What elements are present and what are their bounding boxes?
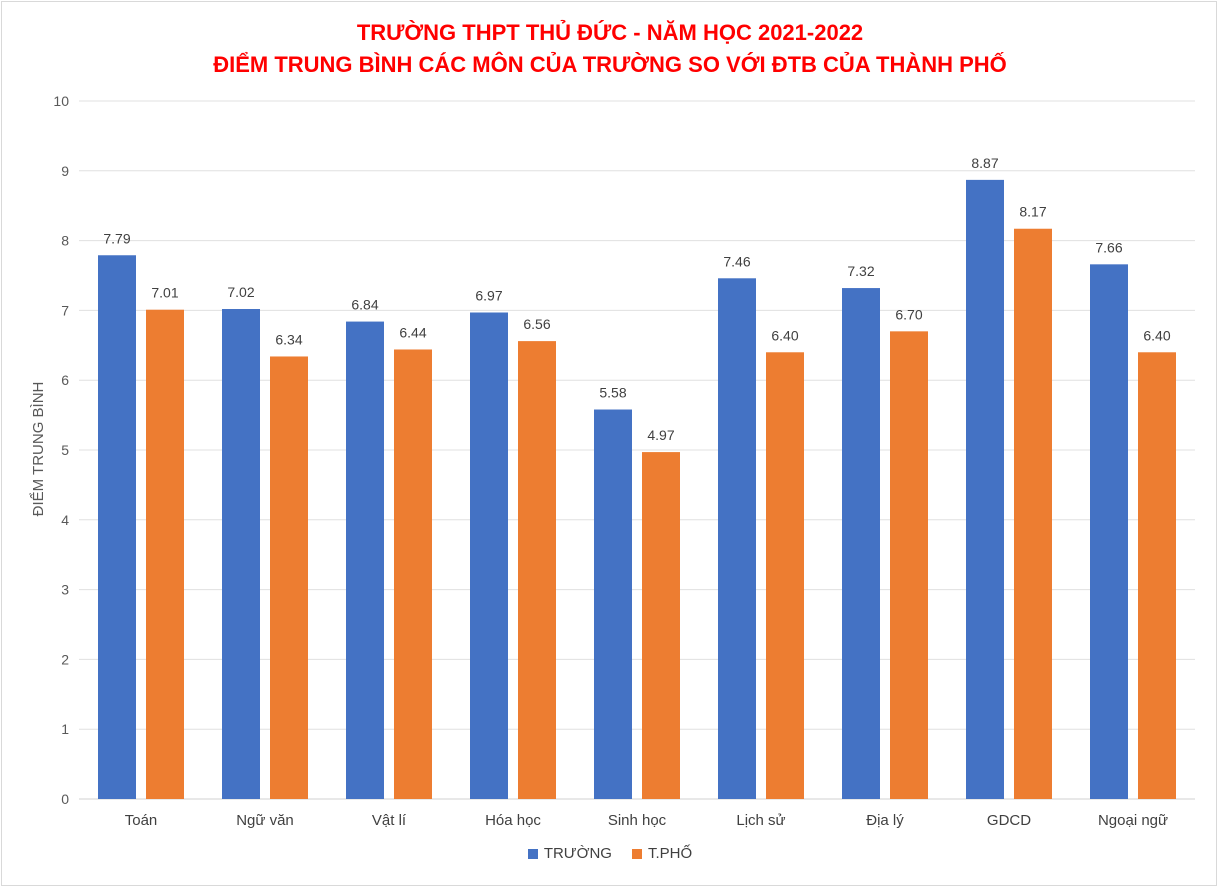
chart-subtitle: ĐIỂM TRUNG BÌNH CÁC MÔN CỦA TRƯỜNG SO VỚ…: [213, 52, 1007, 77]
data-label: 7.02: [227, 284, 254, 300]
chart-title: TRƯỜNG THPT THỦ ĐỨC - NĂM HỌC 2021-2022: [356, 20, 864, 45]
bar-truong: [594, 409, 632, 799]
legend-item: TRƯỜNG: [527, 845, 612, 862]
bar-thanh-pho: [766, 352, 804, 799]
data-label: 7.79: [103, 230, 130, 246]
y-tick-label: 3: [61, 582, 69, 598]
x-axis-ticks: Toán Ngữ văn Vật lí Hóa học Sinh học Lịch sử Đ…: [125, 812, 1168, 829]
y-tick-label: 4: [61, 512, 69, 528]
data-label: 7.66: [1095, 239, 1122, 255]
data-label: 7.46: [723, 253, 750, 269]
bar-truong: [842, 288, 880, 799]
legend-swatch: [527, 848, 538, 859]
bar-thanh-pho: [146, 309, 184, 799]
bar-truong: [966, 179, 1004, 799]
data-label: 7.01: [151, 285, 178, 301]
y-tick-label: 8: [61, 233, 69, 249]
legend-label: T.PHỐ: [647, 845, 693, 862]
data-label: 6.97: [475, 287, 502, 303]
bar-thanh-pho: [1014, 228, 1052, 799]
bar-truong: [1090, 264, 1128, 799]
data-label: 6.40: [1143, 327, 1170, 343]
bar-thanh-pho: [518, 341, 556, 799]
bar-truong: [718, 278, 756, 799]
bar-thanh-pho: [394, 349, 432, 799]
data-label: 5.58: [599, 385, 626, 401]
x-tick-label: Vật lí: [372, 812, 407, 829]
x-tick-label: Toán: [125, 812, 158, 829]
bar-thanh-pho: [1138, 352, 1176, 799]
data-labels: 7.79 7.01 7.02 6.34 6.84 6.44 6.97 6.56 5.58 4.97…: [103, 155, 1170, 443]
y-tick-label: 2: [61, 651, 69, 667]
y-axis-ticks: 0 1 2 3 4 5 6 7 8 9 10: [53, 93, 69, 807]
x-tick-label: GDCD: [987, 812, 1031, 829]
data-label: 6.70: [895, 306, 922, 322]
gridlines: [79, 100, 1195, 800]
bar-truong: [470, 312, 508, 799]
x-tick-label: Sinh học: [608, 812, 667, 829]
bar-truong: [346, 321, 384, 799]
y-tick-label: 10: [53, 93, 69, 109]
bar-thanh-pho: [270, 356, 308, 799]
data-label: 8.87: [971, 155, 998, 171]
y-tick-label: 5: [61, 442, 69, 458]
y-tick-label: 6: [61, 372, 69, 388]
legend: TRƯỜNG T.PHỐ: [0, 845, 1220, 862]
bar-truong: [222, 309, 260, 799]
x-tick-label: Lịch sử: [736, 812, 785, 829]
bar-thanh-pho: [890, 331, 928, 799]
y-axis-label: ĐIỂM TRUNG BÌNH: [29, 382, 47, 517]
x-tick-label: Ngữ văn: [236, 812, 294, 829]
data-label: 7.32: [847, 263, 874, 279]
data-label: 8.17: [1019, 204, 1046, 220]
data-label: 6.56: [523, 316, 550, 332]
data-label: 4.97: [647, 427, 674, 443]
data-label: 6.84: [351, 297, 378, 313]
y-tick-label: 1: [61, 721, 69, 737]
data-label: 6.34: [275, 331, 302, 347]
legend-item: T.PHỐ: [631, 845, 693, 862]
data-label: 6.44: [399, 324, 426, 340]
bar-truong: [98, 255, 136, 799]
bars: [98, 179, 1176, 799]
y-tick-label: 9: [61, 163, 69, 179]
legend-label: TRƯỜNG: [543, 845, 612, 862]
x-tick-label: Địa lý: [866, 812, 904, 829]
bar-thanh-pho: [642, 452, 680, 799]
x-tick-label: Ngoại ngữ: [1098, 812, 1168, 829]
legend-swatch: [631, 848, 642, 859]
x-tick-label: Hóa học: [485, 812, 541, 829]
y-tick-label: 0: [61, 791, 69, 807]
y-tick-label: 7: [61, 302, 69, 318]
data-label: 6.40: [771, 327, 798, 343]
